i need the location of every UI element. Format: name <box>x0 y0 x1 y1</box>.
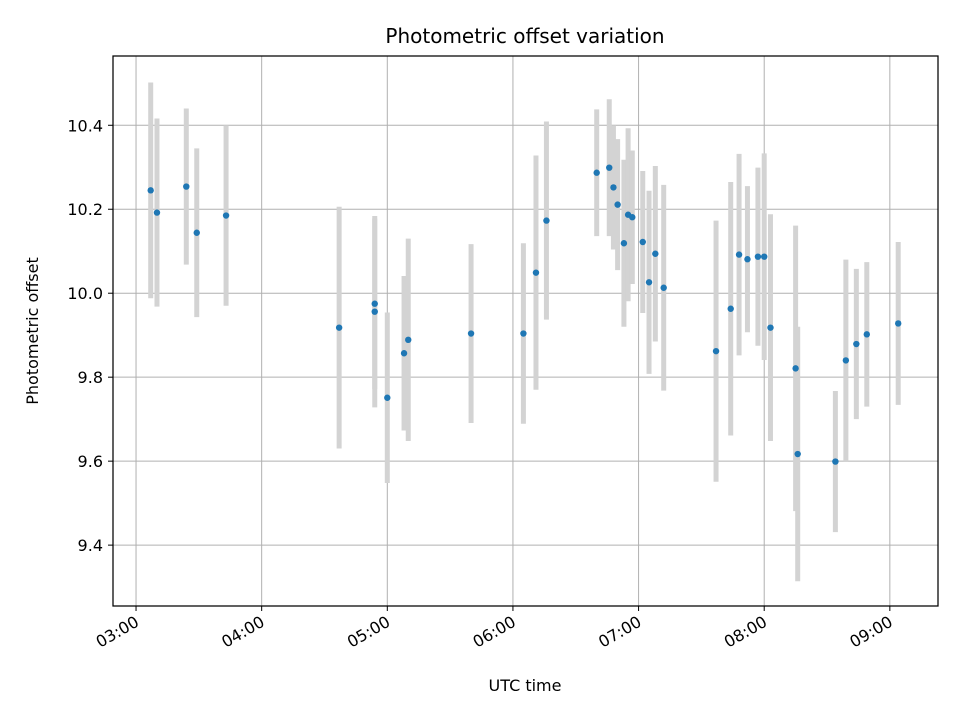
plot-frame <box>112 55 939 607</box>
data-point <box>660 284 667 291</box>
data-point <box>371 300 378 307</box>
data-point <box>147 187 154 194</box>
data-point <box>832 458 839 465</box>
data-point <box>335 324 343 331</box>
data-point <box>744 256 751 263</box>
data-point <box>467 330 475 337</box>
data-point <box>606 164 613 171</box>
y-tick-label: 10.2 <box>67 200 103 219</box>
data-point <box>761 253 768 260</box>
data-point <box>735 251 743 258</box>
y-tick-label: 9.6 <box>78 452 103 471</box>
y-axis-title: Photometric offset <box>23 257 42 405</box>
data-point <box>532 269 540 276</box>
data-point <box>712 347 720 355</box>
data-point <box>405 336 412 344</box>
y-tick-label: 9.4 <box>78 536 103 555</box>
data-point <box>754 253 762 260</box>
data-point <box>193 229 200 236</box>
data-point <box>629 214 636 221</box>
data-point <box>727 305 734 312</box>
data-point <box>520 330 527 337</box>
data-point <box>842 357 850 364</box>
data-point <box>371 308 378 315</box>
data-point <box>384 394 391 401</box>
data-point <box>792 365 799 372</box>
data-point <box>853 340 860 348</box>
y-tick-label: 9.8 <box>78 368 103 387</box>
data-point <box>543 217 550 224</box>
y-tick-label: 10.4 <box>67 116 103 135</box>
data-point <box>222 212 230 219</box>
chart-title: Photometric offset variation <box>385 24 664 48</box>
data-point <box>400 350 408 357</box>
data-point <box>794 450 801 458</box>
x-axis-title: UTC time <box>489 676 562 695</box>
y-tick-label: 10.0 <box>67 284 103 303</box>
data-point <box>614 201 621 208</box>
data-point <box>895 320 902 327</box>
data-point <box>183 183 190 190</box>
data-point <box>610 184 617 191</box>
data-point <box>645 279 653 286</box>
data-point <box>639 238 646 246</box>
data-point <box>863 331 871 338</box>
data-point <box>652 250 659 257</box>
data-points <box>147 164 902 465</box>
data-point <box>620 240 628 247</box>
data-point <box>153 209 161 216</box>
data-point <box>593 169 600 176</box>
data-point <box>767 324 774 331</box>
